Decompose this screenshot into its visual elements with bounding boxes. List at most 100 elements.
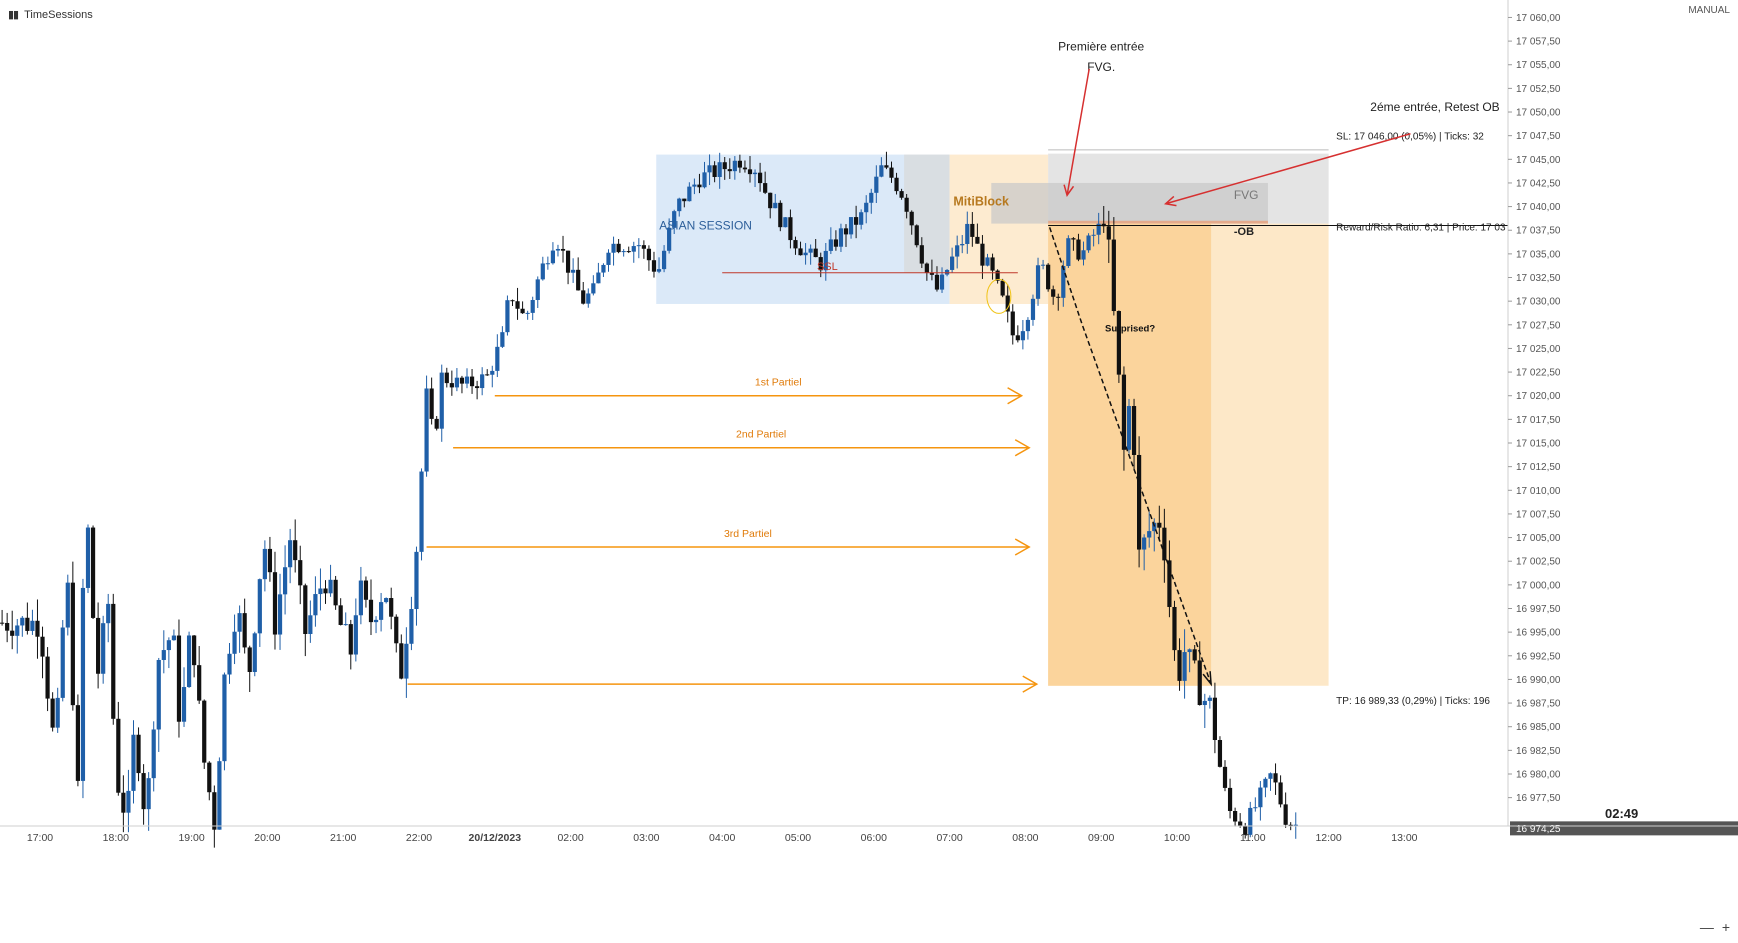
- candle[interactable]: [919, 237, 924, 269]
- candle[interactable]: [197, 646, 202, 704]
- candle[interactable]: [116, 701, 121, 796]
- candle[interactable]: [459, 375, 465, 394]
- candle[interactable]: [202, 699, 207, 769]
- candle[interactable]: [247, 645, 252, 692]
- zoom-out-button[interactable]: —: [1699, 919, 1714, 935]
- candle[interactable]: [85, 524, 91, 594]
- zoom-in-button[interactable]: +: [1721, 919, 1730, 935]
- candle[interactable]: [1142, 534, 1147, 571]
- candle[interactable]: [752, 169, 758, 188]
- candle[interactable]: [1091, 229, 1096, 247]
- candle[interactable]: [914, 224, 919, 248]
- candle[interactable]: [1015, 325, 1020, 343]
- candle[interactable]: [828, 227, 833, 255]
- candle[interactable]: [1207, 695, 1212, 709]
- candle[interactable]: [672, 209, 677, 234]
- candle[interactable]: [1258, 781, 1263, 821]
- candle[interactable]: [899, 188, 904, 200]
- candle[interactable]: [1283, 792, 1288, 828]
- candle[interactable]: [176, 619, 182, 738]
- candle[interactable]: [621, 249, 626, 257]
- candle[interactable]: [1227, 778, 1233, 819]
- candle[interactable]: [586, 288, 591, 308]
- candle[interactable]: [596, 262, 601, 284]
- candle[interactable]: [55, 687, 60, 733]
- candle[interactable]: [303, 583, 308, 657]
- candle[interactable]: [399, 634, 404, 680]
- candle[interactable]: [90, 525, 96, 620]
- candle[interactable]: [778, 200, 783, 232]
- candle[interactable]: [1051, 285, 1056, 305]
- candle[interactable]: [288, 528, 293, 584]
- candle[interactable]: [242, 598, 247, 654]
- candle[interactable]: [308, 600, 313, 643]
- candle[interactable]: [192, 635, 197, 678]
- candle[interactable]: [656, 257, 662, 274]
- candle[interactable]: [353, 598, 358, 662]
- candle[interactable]: [10, 610, 15, 650]
- candle[interactable]: [1005, 284, 1010, 323]
- candle[interactable]: [368, 579, 374, 636]
- candle[interactable]: [131, 720, 136, 804]
- candle[interactable]: [833, 230, 838, 251]
- candle[interactable]: [318, 568, 323, 611]
- candle[interactable]: [45, 647, 50, 712]
- candle[interactable]: [571, 258, 576, 283]
- candle[interactable]: [768, 192, 773, 219]
- candle[interactable]: [565, 250, 571, 285]
- candle[interactable]: [1071, 237, 1076, 251]
- candle[interactable]: [727, 158, 732, 179]
- candle[interactable]: [101, 615, 106, 684]
- candle[interactable]: [30, 609, 35, 635]
- candle[interactable]: [510, 299, 515, 307]
- indicator-legend[interactable]: ▮▮ TimeSessions: [8, 8, 93, 22]
- candle[interactable]: [692, 178, 697, 195]
- candle[interactable]: [252, 631, 257, 677]
- candle[interactable]: [348, 619, 353, 670]
- candle[interactable]: [60, 620, 65, 702]
- partial-arrow[interactable]: [407, 675, 1039, 693]
- candle[interactable]: [1030, 294, 1036, 326]
- candle[interactable]: [358, 566, 363, 625]
- candle[interactable]: [96, 602, 101, 689]
- candle[interactable]: [1096, 212, 1101, 245]
- candle[interactable]: [667, 218, 672, 254]
- candle[interactable]: [1137, 436, 1142, 568]
- candle[interactable]: [555, 244, 561, 257]
- candle[interactable]: [313, 576, 318, 627]
- candle[interactable]: [80, 578, 86, 799]
- candle[interactable]: [697, 173, 702, 194]
- candle[interactable]: [515, 287, 520, 320]
- candle[interactable]: [975, 223, 980, 244]
- candle[interactable]: [384, 597, 389, 604]
- candle[interactable]: [641, 240, 646, 259]
- candle[interactable]: [1131, 398, 1137, 471]
- candle[interactable]: [328, 564, 333, 597]
- candle[interactable]: [939, 267, 945, 293]
- candle[interactable]: [909, 210, 914, 235]
- candle[interactable]: [1040, 259, 1046, 270]
- candle[interactable]: [5, 612, 10, 643]
- candle[interactable]: [293, 519, 298, 573]
- candle[interactable]: [985, 253, 990, 267]
- candle[interactable]: [429, 377, 434, 425]
- candle[interactable]: [550, 242, 556, 265]
- candle[interactable]: [1076, 233, 1081, 262]
- candle[interactable]: [661, 245, 667, 273]
- candle[interactable]: [227, 642, 232, 684]
- candle[interactable]: [500, 326, 505, 349]
- candle[interactable]: [257, 578, 262, 647]
- candle[interactable]: [934, 266, 940, 292]
- candle[interactable]: [929, 259, 935, 281]
- partial-arrow[interactable]: 1st Partiel: [494, 377, 1024, 405]
- candle[interactable]: [505, 295, 510, 336]
- candle[interactable]: [717, 152, 722, 189]
- candle[interactable]: [70, 561, 75, 711]
- candle[interactable]: [1248, 801, 1253, 838]
- candle[interactable]: [0, 609, 5, 626]
- candle[interactable]: [950, 247, 955, 273]
- candle[interactable]: [530, 296, 535, 320]
- candle[interactable]: [874, 165, 879, 204]
- candle[interactable]: [560, 235, 566, 263]
- candle[interactable]: [15, 619, 20, 654]
